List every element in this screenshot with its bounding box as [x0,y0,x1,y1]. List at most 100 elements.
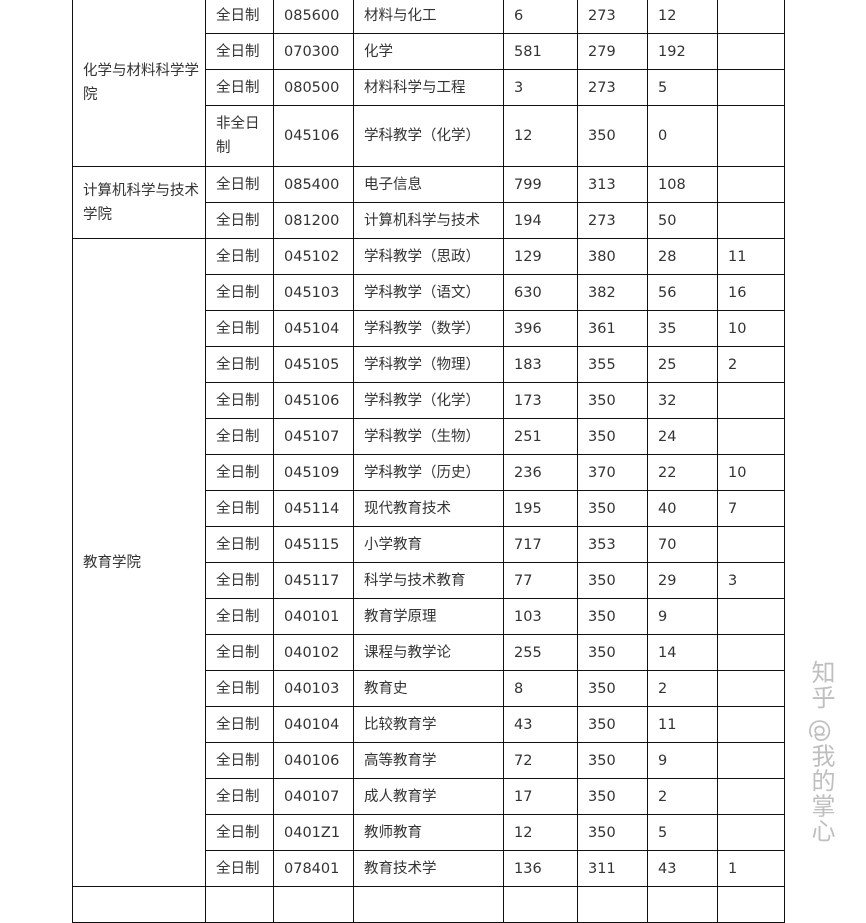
extra-cell: 11 [717,238,785,275]
code-cell: 085600 [273,0,354,34]
major-cell: 高等教育学 [353,742,504,779]
code-cell: 040106 [273,742,354,779]
admitted-cell: 56 [647,274,718,311]
admitted-cell: 35 [647,310,718,347]
code-cell: 045106 [273,382,354,419]
table-row [72,886,785,923]
admitted-cell: 12 [647,0,718,34]
type-cell: 全日制 [205,634,274,671]
applicants-cell: 183 [503,346,578,383]
table-row: 非全日制 045106 学科教学（化学） 12 350 0 [73,105,785,167]
type-cell: 全日制 [205,814,274,851]
code-cell: 070300 [273,33,354,70]
score-cell: 350 [577,670,648,707]
extra-cell [717,166,785,203]
major-cell: 学科教学（语文） [353,274,504,311]
score-cell: 350 [577,778,648,815]
score-cell: 361 [577,310,648,347]
admitted-cell: 50 [647,202,718,239]
type-cell: 全日制 [205,166,274,203]
admitted-cell: 11 [647,706,718,743]
code-cell: 045105 [273,346,354,383]
major-cell: 现代教育技术 [353,490,504,527]
type-cell: 全日制 [205,454,274,491]
empty-cell [577,886,648,923]
extra-cell: 10 [717,454,785,491]
table-row: 全日制 070300 化学 581 279 192 [73,33,785,70]
extra-cell: 16 [717,274,785,311]
score-cell: 279 [577,33,648,70]
type-cell: 全日制 [205,742,274,779]
applicants-cell: 77 [503,562,578,599]
code-cell: 040101 [273,598,354,635]
college-cell: 计算机科学与技术学院 [72,166,206,239]
score-cell: 273 [577,69,648,106]
table-row: 全日制 045104 学科教学（数学） 396 361 35 10 [73,310,785,347]
major-cell: 学科教学（思政） [353,238,504,275]
empty-cell [273,886,354,923]
college-cell: 教育学院 [72,238,206,887]
score-cell: 370 [577,454,648,491]
extra-cell: 1 [717,850,785,887]
extra-cell [717,202,785,239]
applicants-cell: 12 [503,814,578,851]
code-cell: 045106 [273,105,354,167]
major-cell: 成人教育学 [353,778,504,815]
extra-cell [717,598,785,635]
extra-cell: 7 [717,490,785,527]
applicants-cell: 72 [503,742,578,779]
extra-cell [717,526,785,563]
admitted-cell: 25 [647,346,718,383]
score-cell: 350 [577,634,648,671]
extra-cell [717,742,785,779]
admitted-cell: 70 [647,526,718,563]
table-row: 全日制 040106 高等教育学 72 350 9 [73,742,785,779]
table-row: 全日制 045106 学科教学（化学） 173 350 32 [73,382,785,419]
applicants-cell: 17 [503,778,578,815]
extra-cell [717,778,785,815]
admitted-cell: 22 [647,454,718,491]
applicants-cell: 103 [503,598,578,635]
applicants-cell: 799 [503,166,578,203]
score-cell: 311 [577,850,648,887]
admitted-cell: 192 [647,33,718,70]
extra-cell [717,706,785,743]
major-cell: 学科教学（历史） [353,454,504,491]
applicants-cell: 3 [503,69,578,106]
admitted-cell: 108 [647,166,718,203]
code-cell: 080500 [273,69,354,106]
score-cell: 350 [577,562,648,599]
type-cell: 全日制 [205,382,274,419]
table-row: 全日制 045107 学科教学（生物） 251 350 24 [73,418,785,455]
type-cell: 全日制 [205,850,274,887]
table-row: 计算机科学与技术学院 全日制 085400 电子信息 799 313 108 [72,166,785,239]
extra-cell [717,418,785,455]
major-cell: 学科教学（化学） [353,105,504,167]
code-cell: 045114 [273,490,354,527]
extra-cell [717,0,785,34]
admitted-cell: 9 [647,742,718,779]
code-cell: 045109 [273,454,354,491]
score-cell: 350 [577,105,648,167]
code-cell: 040104 [273,706,354,743]
empty-cell [503,886,578,923]
type-cell: 全日制 [205,778,274,815]
extra-cell: 2 [717,346,785,383]
score-cell: 353 [577,526,648,563]
type-cell: 全日制 [205,562,274,599]
code-cell: 040103 [273,670,354,707]
applicants-cell: 12 [503,105,578,167]
code-cell: 045102 [273,238,354,275]
applicants-cell: 717 [503,526,578,563]
admitted-cell: 5 [647,69,718,106]
extra-cell [717,69,785,106]
major-cell: 科学与技术教育 [353,562,504,599]
major-cell: 学科教学（数学） [353,310,504,347]
applicants-cell: 173 [503,382,578,419]
major-cell: 教师教育 [353,814,504,851]
type-cell: 全日制 [205,526,274,563]
score-cell: 350 [577,490,648,527]
extra-cell [717,382,785,419]
type-cell: 全日制 [205,598,274,635]
admitted-cell: 40 [647,490,718,527]
